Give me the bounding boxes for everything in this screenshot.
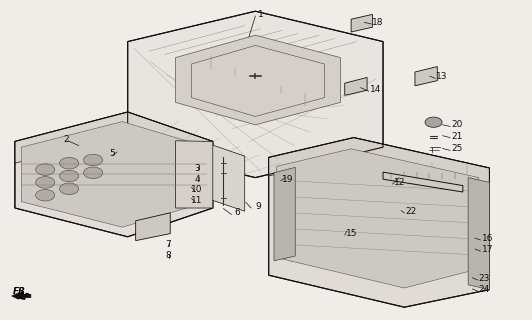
Text: 25: 25 (451, 144, 462, 153)
Circle shape (60, 170, 79, 182)
Text: FR.: FR. (13, 287, 30, 296)
Polygon shape (277, 149, 479, 288)
Text: 1: 1 (258, 10, 264, 19)
Polygon shape (269, 138, 489, 307)
Text: 8: 8 (165, 252, 171, 260)
Text: 16: 16 (481, 234, 493, 243)
Text: 22: 22 (405, 207, 417, 216)
Polygon shape (15, 112, 213, 163)
Circle shape (36, 164, 55, 175)
Polygon shape (468, 178, 489, 290)
Text: 24: 24 (479, 285, 490, 294)
Text: 15: 15 (346, 229, 358, 238)
Text: 11: 11 (190, 196, 202, 204)
Circle shape (36, 189, 55, 201)
Polygon shape (415, 67, 437, 86)
Circle shape (84, 167, 103, 179)
Polygon shape (345, 77, 367, 95)
Text: 4: 4 (194, 175, 200, 184)
Circle shape (60, 157, 79, 169)
Polygon shape (21, 122, 207, 227)
Text: 3: 3 (194, 164, 200, 172)
Text: 23: 23 (479, 274, 490, 283)
Text: 14: 14 (370, 85, 381, 94)
Text: 19: 19 (282, 175, 294, 184)
Text: 6: 6 (234, 208, 240, 217)
Text: 5: 5 (109, 149, 115, 158)
Text: 20: 20 (451, 120, 462, 129)
Polygon shape (269, 138, 489, 186)
Polygon shape (15, 112, 213, 237)
Circle shape (60, 183, 79, 195)
Polygon shape (128, 11, 383, 178)
Circle shape (36, 177, 55, 188)
Text: 21: 21 (451, 132, 462, 140)
Circle shape (84, 154, 103, 166)
Polygon shape (383, 172, 463, 192)
Text: 9: 9 (255, 202, 261, 211)
Polygon shape (351, 14, 372, 32)
Text: 12: 12 (394, 178, 405, 187)
Text: 7: 7 (165, 240, 171, 249)
Text: 10: 10 (190, 185, 202, 194)
Polygon shape (176, 35, 340, 125)
Polygon shape (136, 213, 170, 241)
Polygon shape (12, 293, 31, 299)
Circle shape (425, 117, 442, 127)
Polygon shape (274, 167, 295, 261)
Polygon shape (176, 141, 213, 208)
Text: 2: 2 (64, 135, 70, 144)
Text: 13: 13 (436, 72, 448, 81)
Text: 17: 17 (481, 245, 493, 254)
Text: 18: 18 (372, 18, 384, 27)
Polygon shape (202, 141, 245, 211)
